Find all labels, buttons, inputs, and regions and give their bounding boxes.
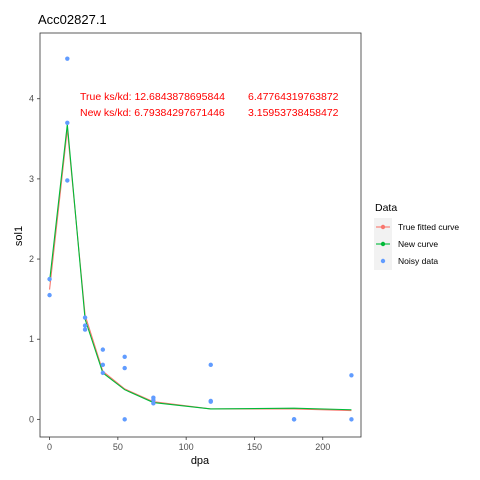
- y-tick-label: 0: [29, 414, 34, 424]
- data-point: [65, 120, 70, 125]
- data-point: [65, 56, 70, 61]
- data-point: [82, 315, 88, 320]
- series-lines: [49, 124, 352, 412]
- plot-panel: [39, 32, 362, 438]
- legend: Data True fitted curve New curve Noisy dat…: [374, 202, 459, 270]
- x-axis-title: dpa: [191, 455, 210, 467]
- annotation-new-label: New ks/kd: 6.79384297671446: [80, 107, 225, 119]
- data-point: [82, 327, 88, 332]
- data-point: [47, 292, 52, 298]
- y-tick-label: 4: [29, 94, 34, 104]
- data-point: [122, 354, 127, 360]
- y-axis: 0 1 2 3 4: [29, 94, 40, 424]
- legend-key-point: [380, 241, 386, 247]
- y-tick-label: 1: [29, 334, 34, 344]
- data-point: [208, 362, 213, 368]
- data-point: [122, 365, 127, 371]
- y-axis-title: sol1: [13, 226, 25, 246]
- annotation-new-value: 3.15953738458472: [248, 107, 339, 119]
- legend-item: New curve: [376, 239, 438, 249]
- x-tick-label: 50: [113, 442, 123, 452]
- data-point: [208, 399, 213, 404]
- x-tick-label: 150: [247, 442, 262, 452]
- data-point: [349, 417, 354, 422]
- data-point: [349, 373, 354, 378]
- legend-label: Noisy data: [398, 256, 438, 266]
- new-curve-line: [49, 124, 352, 411]
- y-tick-label: 2: [29, 254, 34, 264]
- x-tick-label: 100: [179, 442, 194, 452]
- data-point: [100, 347, 106, 352]
- data-point: [151, 401, 156, 406]
- data-point: [65, 178, 70, 183]
- annotation-true-value: 6.47764319763872: [248, 91, 339, 103]
- data-point: [82, 323, 88, 328]
- x-tick-label: 200: [315, 442, 330, 452]
- data-point: [291, 417, 297, 422]
- legend-title: Data: [375, 202, 397, 214]
- legend-key-point: [380, 224, 386, 230]
- data-point: [100, 370, 106, 376]
- data-point: [122, 417, 127, 422]
- legend-label: True fitted curve: [398, 222, 459, 232]
- data-point: [47, 276, 52, 282]
- legend-label: New curve: [398, 239, 438, 249]
- data-point: [100, 362, 106, 368]
- data-point: [151, 397, 156, 403]
- x-axis: 0 50 100 150 200: [47, 437, 330, 452]
- legend-key-point: [380, 258, 386, 264]
- y-tick-label: 3: [29, 174, 34, 184]
- data-points: [47, 56, 354, 422]
- annotation-true-label: True ks/kd: 12.6843878695844: [80, 91, 225, 103]
- legend-item: Noisy data: [380, 256, 438, 266]
- x-tick-label: 0: [47, 442, 52, 452]
- legend-item: True fitted curve: [376, 222, 459, 232]
- chart-title: Acc02827.1: [38, 12, 107, 27]
